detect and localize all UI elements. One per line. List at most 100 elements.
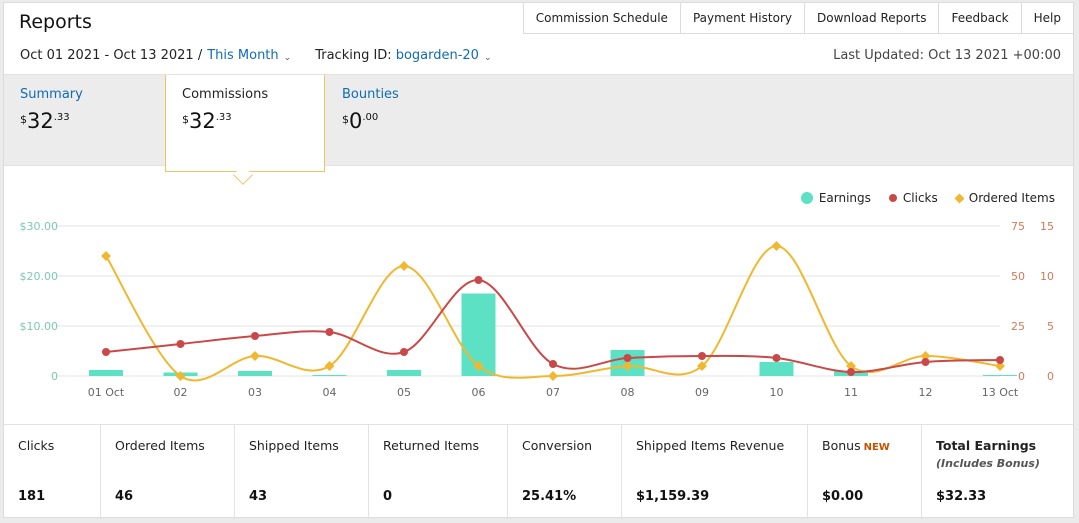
- legend-clicks-swatch-icon: [888, 194, 897, 202]
- right-axis-tick: 50: [1011, 270, 1025, 283]
- legend-earnings[interactable]: Earnings: [800, 191, 871, 205]
- amount-fraction: .33: [215, 112, 232, 123]
- left-axis-tick: $30.00: [20, 220, 59, 233]
- left-axis-tick: $20.00: [20, 270, 59, 283]
- clicks-point: [921, 358, 930, 366]
- tab-amount: $32.33: [20, 110, 164, 132]
- x-axis-tick: 04: [323, 386, 337, 399]
- x-axis-tick: 03: [248, 386, 262, 399]
- reports-panel: Reports Commission Schedule Payment Hist…: [3, 2, 1074, 519]
- earnings-bar: [238, 371, 272, 376]
- chevron-down-icon: ⌄: [483, 53, 492, 63]
- tab-label: Bounties: [342, 87, 399, 102]
- tracking-id-value: bogarden-20: [395, 48, 479, 63]
- feedback-link[interactable]: Feedback: [938, 3, 1021, 34]
- stat-label-text: Bonus: [822, 438, 861, 453]
- legend-ordered-items[interactable]: Ordered Items: [954, 191, 1055, 205]
- earnings-bar: [89, 370, 123, 376]
- stat-label: Shipped Items Revenue: [636, 438, 785, 453]
- stat-value: 46: [115, 489, 134, 504]
- legend-ordered-items-swatch-icon: [954, 193, 965, 203]
- x-axis-tick: 05: [397, 386, 411, 399]
- commission-schedule-link[interactable]: Commission Schedule: [522, 3, 680, 34]
- filter-bar: Oct 01 2021 - Oct 13 2021 / This Month ⌄ …: [20, 48, 492, 63]
- ordered-items-point: [399, 261, 409, 271]
- stat-value: 43: [249, 489, 268, 504]
- amount-whole: 0: [349, 109, 363, 133]
- clicks-point: [847, 368, 855, 376]
- stat-value: $0.00: [822, 489, 864, 504]
- stat-sublabel: (Includes Bonus): [936, 457, 1040, 470]
- ordered-items-point: [250, 351, 260, 361]
- clicks-point: [698, 352, 706, 360]
- right-axis-tick: 0: [1047, 370, 1054, 383]
- x-axis-tick: 11: [844, 386, 858, 399]
- tab-bounties[interactable]: Bounties $0.00: [326, 75, 486, 167]
- ordered-items-point: [920, 351, 931, 361]
- tab-amount: $32.33: [182, 110, 324, 132]
- stat-bonus: Bonus NEW $0.00: [808, 425, 922, 519]
- earnings-bar: [312, 375, 347, 376]
- x-axis-tick: 06: [472, 386, 486, 399]
- tab-summary[interactable]: Summary $32.33: [4, 75, 164, 167]
- stats-row: Clicks 181 Ordered Items 46 Shipped Item…: [4, 424, 1073, 519]
- stat-label: Returned Items: [383, 438, 480, 453]
- x-axis-tick: 09: [695, 386, 709, 399]
- ordered-items-point: [175, 371, 186, 381]
- chevron-down-icon: ⌄: [283, 53, 292, 63]
- stat-value: 0: [383, 489, 393, 504]
- payment-history-link[interactable]: Payment History: [679, 3, 804, 34]
- ordered-items-point: [101, 251, 111, 261]
- tracking-id-dropdown[interactable]: bogarden-20 ⌄: [396, 48, 492, 63]
- stat-value: $32.33: [936, 489, 987, 504]
- right-axis-tick: 0: [1018, 370, 1025, 383]
- clicks-point: [623, 354, 632, 362]
- stat-clicks: Clicks 181: [4, 425, 101, 519]
- currency-symbol: $: [342, 113, 349, 126]
- top-links: Commission Schedule Payment History Down…: [522, 3, 1073, 34]
- ordered-items-point: [548, 371, 558, 381]
- stat-label: Total Earnings: [936, 438, 1037, 453]
- ordered-items-point: [771, 241, 782, 251]
- left-axis-tick: 0: [51, 370, 58, 383]
- page-title: Reports: [19, 11, 92, 33]
- stat-total-earnings: Total Earnings (Includes Bonus) $32.33: [922, 425, 1073, 519]
- earnings-chart: $30.00 75 15 $20.00 50 10 $10.00 25 5 0 0 0 01 Oct 02…: [4, 171, 1073, 423]
- ordered-items-point: [697, 361, 707, 371]
- ordered-items-point: [622, 361, 633, 371]
- chart-canvas: $30.00 75 15$20.00 50 10$10.00 25 50 0 001 Oct 02…: [20, 220, 1055, 399]
- period-label: This Month: [207, 48, 279, 63]
- clicks-point: [549, 360, 557, 368]
- legend-label: Clicks: [902, 191, 938, 205]
- stat-shipped-items: Shipped Items 43: [235, 425, 369, 519]
- right-axis-tick: 25: [1011, 320, 1025, 333]
- tab-commissions[interactable]: Commissions $32.33: [165, 75, 325, 172]
- earnings-bar: [983, 375, 1017, 376]
- report-tabs: Summary $32.33 Commissions $32.33 Bounti…: [4, 74, 1073, 172]
- x-axis-tick: 07: [546, 386, 560, 399]
- stat-ordered-items: Ordered Items 46: [101, 425, 235, 519]
- legend-earnings-swatch-icon: [800, 192, 813, 204]
- clicks-point: [996, 356, 1004, 364]
- earnings-bar: [759, 362, 794, 376]
- x-axis-tick: 13 Oct: [982, 386, 1019, 399]
- legend-clicks[interactable]: Clicks: [888, 191, 938, 205]
- currency-symbol: $: [182, 113, 189, 126]
- stat-label: Shipped Items: [249, 438, 339, 453]
- stat-label: Clicks: [18, 438, 55, 453]
- ordered-items-point: [995, 361, 1005, 371]
- currency-symbol: $: [20, 113, 27, 126]
- period-dropdown[interactable]: This Month ⌄: [207, 48, 291, 63]
- right-axis-tick: 15: [1040, 220, 1054, 233]
- stat-label: Bonus NEW: [822, 438, 921, 453]
- right-axis-tick: 10: [1040, 270, 1054, 283]
- stat-conversion: Conversion 25.41%: [508, 425, 622, 519]
- tab-amount: $0.00: [342, 110, 486, 132]
- chart-legend: Earnings Clicks Ordered Items: [783, 191, 1055, 205]
- clicks-point: [400, 348, 408, 356]
- earnings-bar: [387, 370, 421, 376]
- help-link[interactable]: Help: [1020, 3, 1073, 34]
- stat-label: Ordered Items: [115, 438, 205, 453]
- download-reports-link[interactable]: Download Reports: [803, 3, 939, 34]
- amount-whole: 32: [27, 109, 54, 133]
